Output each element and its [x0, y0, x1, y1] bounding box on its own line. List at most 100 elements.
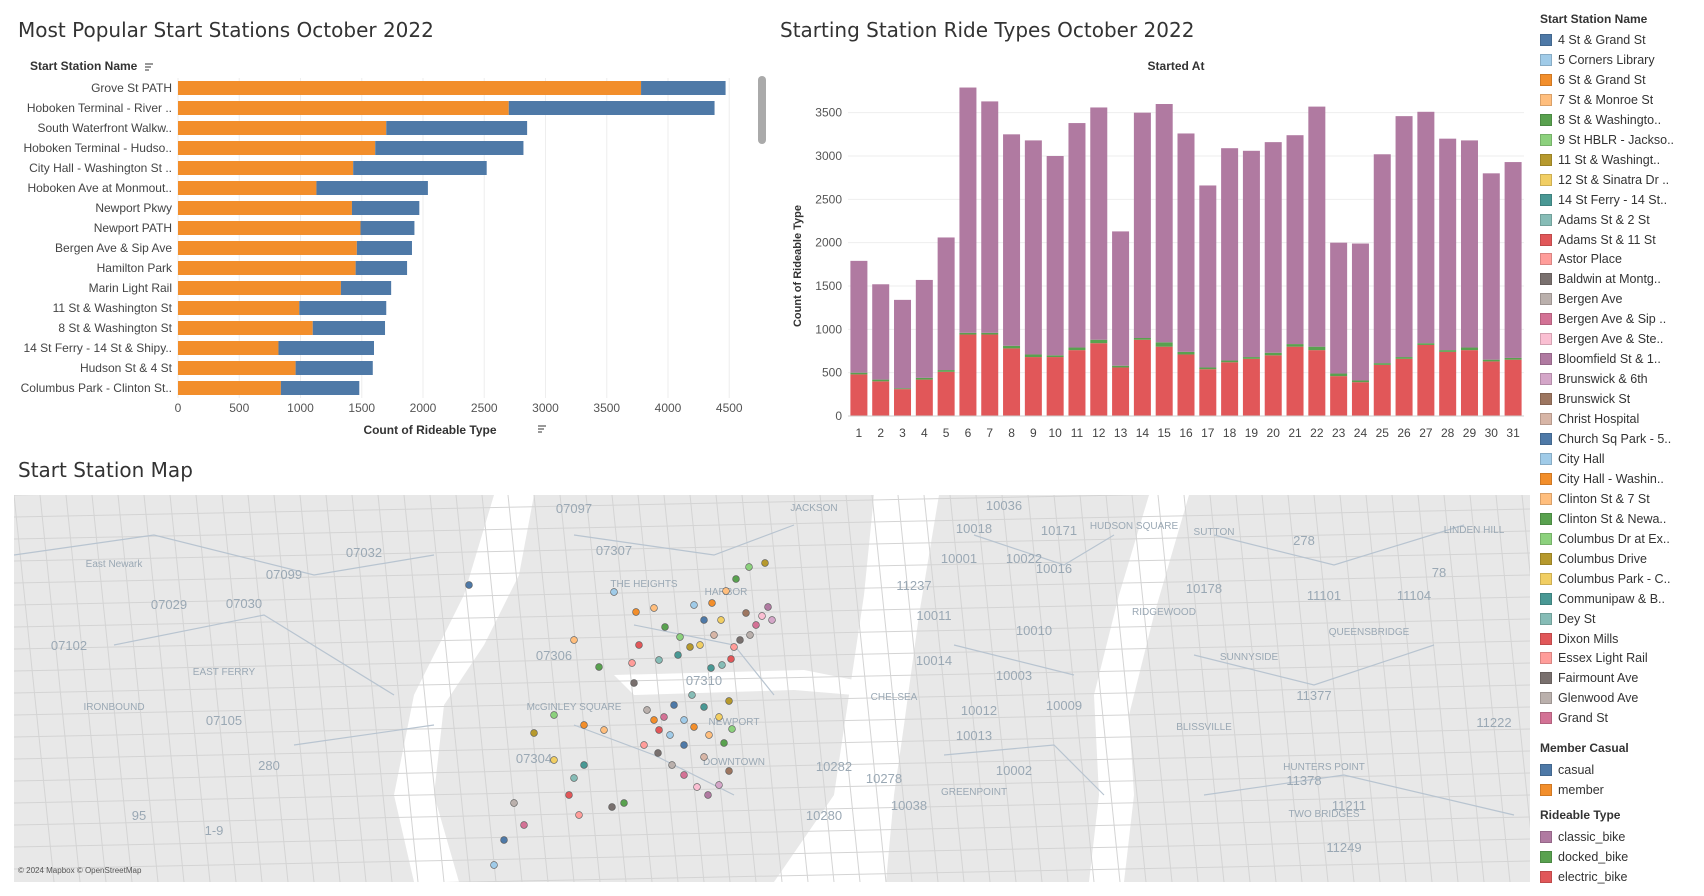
station-legend-item[interactable]: Grand St [1540, 709, 1608, 727]
station-legend-item[interactable]: Bergen Ave & Ste.. [1540, 330, 1663, 348]
station-legend-item[interactable]: Columbus Park - C.. [1540, 570, 1671, 588]
street-line [117, 495, 159, 882]
station-legend-item[interactable]: 5 Corners Library [1540, 51, 1655, 69]
classic_bike-bar [981, 101, 999, 333]
station-legend-item[interactable]: Adams St & 11 St [1540, 231, 1656, 249]
legend-label: docked_bike [1558, 849, 1629, 864]
station-legend-item[interactable]: Glenwood Ave [1540, 689, 1638, 707]
electric_bike-bar [1003, 348, 1021, 416]
legend-swatch [1540, 353, 1552, 366]
zip-boundary [953, 644, 1075, 676]
zip-boundary [573, 724, 735, 796]
bar-chart-scrollbar[interactable] [758, 76, 766, 144]
street-line [169, 495, 211, 882]
station-legend-item[interactable]: Bergen Ave [1540, 290, 1622, 308]
street-line [533, 495, 575, 882]
station-legend-item[interactable]: Columbus Dr at Ex.. [1540, 530, 1670, 548]
member-legend-item[interactable]: member [1540, 781, 1604, 799]
station-legend-item[interactable]: Adams St & 2 St [1540, 211, 1650, 229]
map-place-label: THE HEIGHTS [610, 579, 678, 590]
station-bar-chart[interactable]: Start Station Name 0 500 1000 1500 2000 2500 30… [0, 50, 780, 450]
start-station-map[interactable]: East Newark 07029 07102 07099 07032 07097 0730… [14, 495, 1530, 882]
station-legend-item[interactable]: Communipaw & B.. [1540, 590, 1665, 608]
electric_bike-bar [1373, 364, 1391, 416]
electric_bike-bar [1395, 358, 1413, 416]
member-bar [178, 301, 300, 315]
station-legend-item[interactable]: Columbus Drive [1540, 550, 1647, 568]
station-legend-item[interactable]: 4 St & Grand St [1540, 31, 1646, 49]
street-line [1521, 495, 1530, 578]
street-line [14, 552, 1530, 584]
map-place-label: 07097 [556, 501, 592, 516]
street-line [585, 495, 627, 882]
electric_bike-bar [981, 334, 999, 416]
classic_bike-bar [1133, 112, 1151, 338]
legend-label: Baldwin at Montg.. [1558, 272, 1661, 287]
map-place-label: TWO BRIDGES [1288, 809, 1359, 820]
station-legend-item[interactable]: 9 St HBLR - Jackso.. [1540, 131, 1674, 149]
station-legend-item[interactable]: Church Sq Park - 5.. [1540, 430, 1671, 448]
casual-bar [340, 281, 392, 295]
east-river [1089, 495, 1189, 882]
station-legend-item[interactable]: City Hall - Washin.. [1540, 470, 1664, 488]
station-legend-item[interactable]: Bloomfield St & 1.. [1540, 350, 1661, 368]
x-tick-label: 17 [1201, 426, 1215, 440]
station-legend-item[interactable]: Dey St [1540, 610, 1596, 628]
electric_bike-bar [959, 334, 977, 416]
x-tick-label: 7 [986, 426, 993, 440]
rideable-legend-item[interactable]: classic_bike [1540, 828, 1625, 846]
station-point [510, 799, 518, 807]
street-line [325, 495, 367, 882]
station-legend-item[interactable]: 14 St Ferry - 14 St.. [1540, 191, 1667, 209]
member-legend-item[interactable]: casual [1540, 761, 1594, 779]
station-legend-item[interactable]: Brunswick & 6th [1540, 370, 1648, 388]
station-legend-item[interactable]: 8 St & Washingto.. [1540, 111, 1661, 129]
map-attribution: © 2024 Mapbox © OpenStreetMap [18, 866, 142, 875]
member-bar [178, 241, 357, 255]
legend-label: Columbus Park - C.. [1558, 571, 1671, 586]
x-tick-label: 31 [1506, 426, 1520, 440]
station-point [728, 725, 736, 733]
station-legend-item[interactable]: Astor Place [1540, 250, 1622, 268]
station-legend-item[interactable]: Essex Light Rail [1540, 649, 1648, 667]
street-line [1391, 495, 1433, 882]
station-legend-item[interactable]: Clinton St & Newa.. [1540, 510, 1666, 528]
station-legend-item[interactable]: City Hall [1540, 450, 1605, 468]
rideable-legend-item[interactable]: docked_bike [1540, 848, 1628, 866]
map-title: Start Station Map [18, 458, 193, 482]
station-point [465, 581, 473, 589]
map-place-label: 07030 [226, 596, 262, 611]
rideable-legend-item[interactable]: electric_bike [1540, 868, 1627, 886]
station-legend-item[interactable]: Fairmount Ave [1540, 669, 1638, 687]
legend-swatch [1540, 293, 1552, 306]
map-place-label: 11249 [1326, 840, 1361, 855]
station-point [608, 803, 616, 811]
x-tick-label: 6 [965, 426, 972, 440]
street-grid [14, 495, 1530, 882]
classic_bike-bar [1504, 162, 1522, 358]
street-line [14, 574, 1530, 606]
legend-member-header: Member Casual [1540, 741, 1629, 755]
station-legend-item[interactable]: Dixon Mills [1540, 630, 1618, 648]
ride-type-column-chart[interactable]: Started At 0 500 1000 1500 2000 2500 3000 3500 Co… [780, 50, 1540, 460]
station-legend-item[interactable]: 12 St & Sinatra Dr .. [1540, 171, 1669, 189]
legend-swatch [1540, 113, 1552, 126]
docked_bike-bar [1133, 338, 1151, 340]
station-legend-item[interactable]: Clinton St & 7 St [1540, 490, 1650, 508]
legend-swatch [1540, 672, 1552, 685]
legend-swatch [1540, 53, 1552, 66]
station-legend-item[interactable]: Brunswick St [1540, 390, 1630, 408]
station-legend-item[interactable]: Baldwin at Montg.. [1540, 270, 1661, 288]
category-label: South Waterfront Walkw.. [38, 121, 173, 135]
station-legend-item[interactable]: 11 St & Washingt.. [1540, 151, 1660, 169]
station-point [610, 588, 618, 596]
category-label: Hoboken Ave at Monmout.. [27, 181, 172, 195]
station-legend-item[interactable]: 6 St & Grand St [1540, 71, 1646, 89]
station-point [686, 643, 694, 651]
legend-label: 5 Corners Library [1558, 52, 1655, 67]
station-legend-item[interactable]: Bergen Ave & Sip .. [1540, 310, 1666, 328]
category-label: 14 St Ferry - 14 St & Shipy.. [24, 341, 173, 355]
station-legend-item[interactable]: Christ Hospital [1540, 410, 1639, 428]
station-legend-item[interactable]: 7 St & Monroe St [1540, 91, 1653, 109]
electric_bike-bar [872, 381, 890, 416]
